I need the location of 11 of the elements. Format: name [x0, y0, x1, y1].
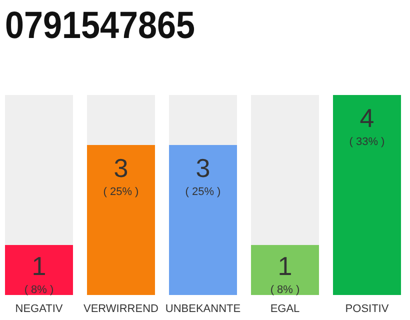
x-tick-label: EGAL — [270, 303, 300, 315]
data-label: 4 ( 33% ) — [349, 103, 385, 148]
data-label: 1 ( 8% ) — [270, 251, 300, 296]
chart-title: 0791547865 — [5, 5, 216, 47]
x-tick-label: VERWIRREND — [84, 303, 159, 315]
data-label: 1 ( 8% ) — [24, 251, 54, 296]
x-tick-label: POSITIV — [345, 303, 390, 315]
data-label: 3 ( 25% ) — [103, 153, 139, 198]
x-tick-label: UNBEKANNTE — [165, 303, 241, 315]
x-tick-label: NEGATIV — [15, 303, 64, 315]
data-label: 3 ( 25% ) — [185, 153, 221, 198]
